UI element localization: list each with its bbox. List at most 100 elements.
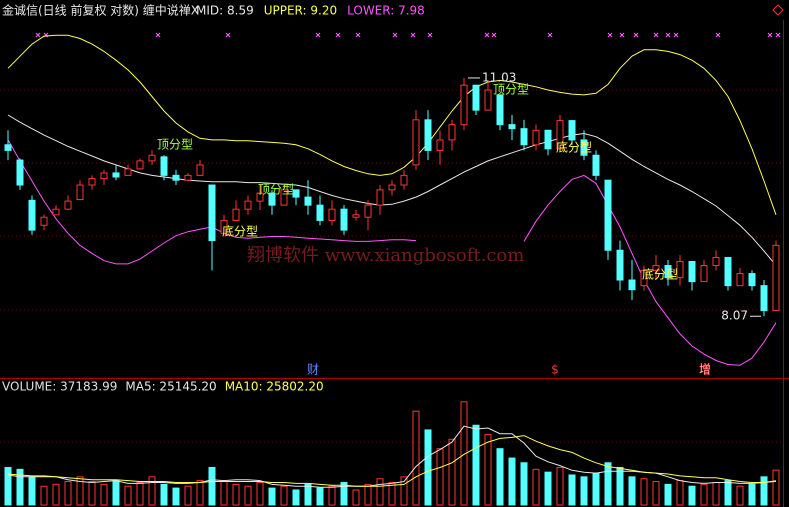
- signal-cross: [355, 32, 361, 38]
- signal-cross: [547, 32, 553, 38]
- volume-bar: [160, 483, 168, 506]
- signal-cross: [225, 32, 231, 38]
- signal-cross: [607, 32, 613, 38]
- volume-bar: [532, 468, 540, 506]
- volume-bar: [88, 481, 96, 506]
- volume-bar: [556, 466, 564, 506]
- volume-bar: [172, 487, 180, 506]
- volume-bar: [484, 434, 492, 506]
- candle-body: [640, 269, 648, 287]
- legend-item: MA10: 25802.20: [225, 380, 324, 394]
- volume-bar: [352, 489, 360, 506]
- candle-body: [292, 189, 300, 198]
- volume-bar: [676, 480, 684, 506]
- candle-body: [664, 265, 672, 279]
- candle-body: [448, 124, 456, 141]
- volume-bar: [760, 476, 768, 506]
- volume-bar: [628, 476, 636, 506]
- corner-icon[interactable]: [772, 4, 784, 16]
- candle-body: [616, 249, 624, 281]
- signal-cross: [715, 32, 721, 38]
- signal-cross: [484, 32, 490, 38]
- volume-bar: [232, 483, 240, 506]
- ma-line: [7, 435, 777, 487]
- signal-cross: [392, 32, 398, 38]
- volume-bar: [388, 481, 396, 506]
- volume-bar: [652, 481, 660, 506]
- candle-body: [532, 129, 540, 146]
- signal-cross: [633, 32, 639, 38]
- signal-cross: [35, 32, 41, 38]
- signal-cross: [653, 32, 659, 38]
- candle-body: [412, 119, 420, 166]
- high-label: 11.03: [482, 70, 516, 84]
- pattern-label: 底分型: [642, 267, 678, 282]
- legend-item: VOLUME: 37183.99: [2, 380, 117, 394]
- legend-item: LOWER: 7.98: [347, 4, 425, 18]
- candle-body: [376, 189, 384, 206]
- volume-bar: [28, 476, 36, 506]
- candle-body: [52, 208, 60, 216]
- legend-item: MID: 8.59: [196, 4, 254, 18]
- volume-bar: [280, 485, 288, 506]
- pattern-label: 顶分型: [493, 83, 529, 97]
- candle-body: [364, 204, 372, 218]
- volume-bar: [580, 476, 588, 506]
- candle-body: [484, 89, 492, 111]
- signal-cross: [155, 32, 161, 38]
- candle-body: [136, 160, 144, 170]
- signal-cross: [665, 32, 671, 38]
- candle-body: [544, 129, 552, 150]
- candle-body: [652, 265, 660, 271]
- volume-bar: [400, 476, 408, 506]
- signal-cross: [315, 32, 321, 38]
- candle-body: [196, 164, 204, 176]
- candle-body: [148, 154, 156, 162]
- volume-bar: [604, 462, 612, 506]
- volume-bar: [496, 448, 504, 506]
- event-marker: $: [551, 363, 559, 377]
- volume-bar: [292, 489, 300, 506]
- volume-bar: [208, 466, 216, 506]
- volume-bar: [412, 410, 420, 506]
- candle-body: [316, 204, 324, 221]
- candle-body: [556, 120, 564, 150]
- volume-bar: [304, 483, 312, 506]
- candle-body: [436, 139, 444, 151]
- volume-bar: [508, 457, 516, 506]
- candle-body: [172, 174, 180, 181]
- candle-body: [712, 256, 720, 267]
- signal-cross: [335, 32, 341, 38]
- volume-bar: [640, 478, 648, 506]
- volume-bar: [376, 478, 384, 506]
- candle-body: [400, 174, 408, 186]
- volume-bar: [472, 424, 480, 506]
- candle-body: [472, 84, 480, 111]
- candle-body: [424, 119, 432, 151]
- candle-body: [748, 273, 756, 287]
- volume-bar: [328, 485, 336, 506]
- signal-cross: [427, 32, 433, 38]
- candle-body: [580, 139, 588, 156]
- candle-body: [4, 144, 12, 151]
- volume-bar: [220, 481, 228, 506]
- volume-bar: [748, 483, 756, 506]
- volume-bar: [364, 483, 372, 506]
- volume-bar: [244, 485, 252, 506]
- candle-body: [244, 200, 252, 210]
- event-marker: 财: [307, 363, 319, 377]
- signal-markers: [35, 32, 781, 38]
- event-marker: 增: [699, 363, 711, 377]
- candle-body: [628, 279, 636, 291]
- signal-cross: [767, 32, 773, 38]
- candle-body: [520, 128, 528, 146]
- volume-bar: [40, 485, 48, 506]
- volume-bar: [688, 485, 696, 506]
- candle-body: [256, 192, 264, 202]
- volume-bar: [592, 472, 600, 506]
- candle-body: [100, 172, 108, 180]
- band-line: [7, 114, 777, 266]
- volume-bar: [424, 429, 432, 506]
- volume-bar: [664, 483, 672, 506]
